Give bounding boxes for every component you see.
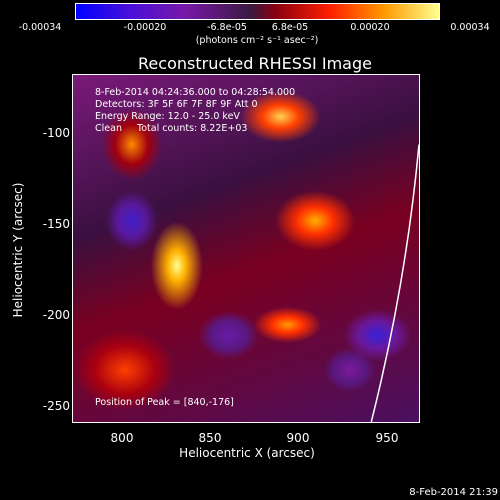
- plot-area: 8-Feb-2014 04:24:36.000 to 04:28:54.000 …: [72, 74, 420, 423]
- x-tick-label: 900: [286, 431, 310, 445]
- overlay-detectors: Detectors: 3F 5F 6F 7F 8F 9F Att 0: [95, 99, 258, 110]
- overlay-peak-position: Position of Peak = [840,-176]: [95, 397, 234, 408]
- colorbar-units: (photons cm⁻² s⁻¹ asec⁻²): [195, 35, 319, 46]
- x-axis-label: Heliocentric X (arcsec): [179, 446, 315, 460]
- y-tick-label: -150: [42, 217, 70, 231]
- solar-limb: [370, 144, 419, 422]
- colorbar-tick-label: 0.00034: [450, 22, 490, 33]
- x-tick-label: 950: [375, 431, 399, 445]
- y-tick-label: -250: [42, 399, 70, 413]
- colorbar-tick-label: -0.00020: [123, 22, 167, 33]
- colorbar-tick-label: -6.8e-05: [207, 22, 247, 33]
- y-tick-label: -100: [42, 126, 70, 140]
- colorbar-tick-label: -0.00034: [18, 22, 62, 33]
- overlay-method: Clean Total counts: 8.22E+03: [95, 123, 248, 134]
- y-axis-label: Heliocentric Y (arcsec): [11, 182, 25, 318]
- render-timestamp: 8-Feb-2014 21:39: [409, 487, 498, 498]
- y-tick-label: -200: [42, 308, 70, 322]
- colorbar-tick-label: 0.00020: [350, 22, 390, 33]
- colorbar-tick-label: 6.8e-05: [271, 22, 309, 33]
- overlay-energy: Energy Range: 12.0 - 25.0 keV: [95, 111, 240, 122]
- plot-title: Reconstructed RHESSI Image: [138, 54, 372, 73]
- x-tick-label: 800: [110, 431, 134, 445]
- rhessi-image: [73, 75, 419, 422]
- colorbar: [75, 3, 440, 20]
- overlay-time-range: 8-Feb-2014 04:24:36.000 to 04:28:54.000: [95, 87, 296, 98]
- x-tick-label: 850: [198, 431, 222, 445]
